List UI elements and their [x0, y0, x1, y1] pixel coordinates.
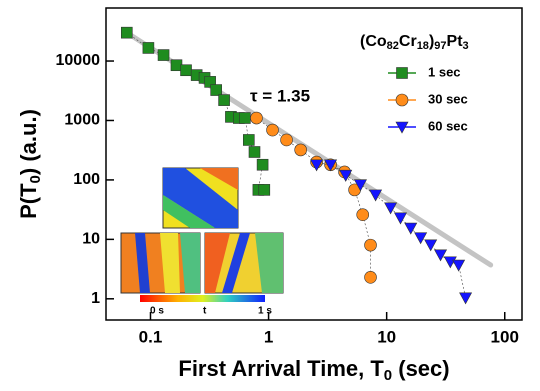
x-tick-label: 100 — [491, 327, 519, 346]
formula-part: Pt — [447, 33, 464, 50]
colorbar-label: t — [203, 306, 207, 317]
marker — [365, 271, 377, 283]
colorbar-label: 1 s — [258, 306, 272, 317]
marker — [243, 134, 254, 145]
formula: (Co82Cr18)97Pt3 — [360, 33, 469, 52]
marker — [295, 144, 307, 156]
y-label-part: ) (a.u.) — [16, 109, 41, 175]
marker — [460, 293, 472, 304]
x-label-part: First Arrival Time, T — [178, 356, 384, 381]
formula-part: Cr — [399, 33, 417, 50]
x-label-part: 0 — [384, 367, 392, 384]
marker — [249, 146, 260, 157]
colorbar-label: 0 s — [150, 306, 164, 317]
marker — [365, 239, 377, 251]
marker — [239, 113, 250, 124]
y-tick-label: 10 — [82, 231, 100, 248]
marker — [415, 233, 427, 244]
x-tick-label: 0.1 — [139, 327, 163, 346]
legend-label: 1 sec — [428, 64, 461, 79]
legend-marker — [397, 68, 408, 79]
y-label-part: 0 — [27, 175, 44, 183]
x-tick-label: 1 — [264, 327, 273, 346]
series-line — [317, 165, 466, 298]
marker — [143, 42, 154, 53]
y-tick-label: 1000 — [64, 112, 100, 129]
legend-marker — [396, 94, 408, 106]
y-tick-label: 100 — [73, 171, 100, 188]
formula-part: 3 — [463, 40, 469, 52]
marker — [181, 65, 192, 76]
marker — [121, 27, 132, 38]
marker — [211, 85, 222, 96]
legend-label: 30 sec — [428, 91, 468, 106]
marker — [267, 124, 279, 136]
legend-label: 60 sec — [428, 118, 468, 133]
marker — [259, 184, 270, 195]
formula-part: 82 — [387, 40, 399, 52]
annotation: τ = 1.35 — [250, 86, 310, 105]
marker — [250, 112, 262, 124]
formula-part: 18 — [417, 40, 429, 52]
y-tick-label: 10000 — [56, 52, 101, 69]
y-tick-label: 1 — [91, 290, 100, 307]
marker — [435, 250, 447, 261]
x-axis-label: First Arrival Time, T0 (sec) — [178, 356, 449, 384]
x-tick-label: 10 — [377, 327, 396, 346]
chart: 0 s t 1 s τ = 1.35 (Co82Cr18)97Pt3 First… — [0, 0, 540, 391]
marker — [158, 50, 169, 61]
marker — [281, 134, 293, 146]
x-label-part: (sec) — [392, 356, 449, 381]
y-label-part: P(T — [16, 183, 41, 219]
marker — [219, 95, 230, 106]
marker — [385, 203, 397, 214]
marker — [257, 159, 268, 170]
formula-part: (Co — [360, 33, 387, 50]
series-line — [127, 33, 265, 190]
formula-part: 97 — [434, 40, 446, 52]
marker — [453, 260, 465, 271]
marker — [357, 209, 369, 221]
y-axis-label: P(T0) (a.u.) — [16, 109, 44, 219]
